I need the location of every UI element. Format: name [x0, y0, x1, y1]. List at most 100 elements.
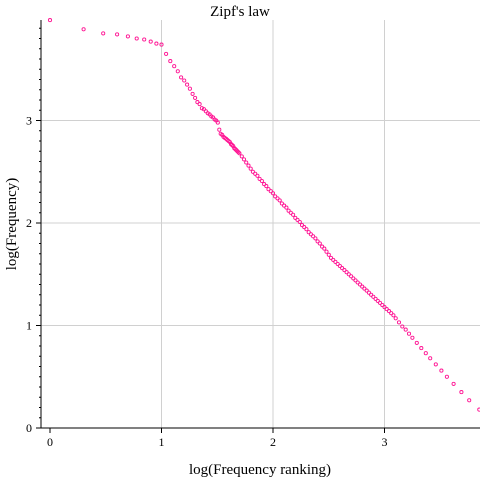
data-point [264, 184, 269, 189]
data-point [253, 171, 258, 176]
data-point [195, 100, 200, 105]
data-point [396, 320, 402, 325]
data-point [326, 252, 331, 257]
data-point [134, 36, 139, 41]
x-tick-label: 1 [159, 435, 165, 449]
chart-title: Zipf's law [210, 4, 270, 20]
data-point [277, 198, 282, 203]
x-tick-label: 0 [47, 435, 53, 449]
data-point [295, 217, 300, 222]
data-point [333, 259, 338, 264]
data-point [201, 107, 206, 112]
data-point [182, 78, 187, 83]
data-point [386, 309, 392, 314]
data-point [217, 127, 222, 132]
data-point [304, 227, 309, 232]
data-point [244, 160, 249, 165]
data-point [268, 189, 273, 194]
y-tick-label: 2 [26, 216, 32, 230]
data-point [306, 230, 311, 235]
data-point [273, 194, 278, 199]
data-point [270, 191, 276, 196]
data-point [423, 351, 428, 356]
data-point [459, 390, 464, 395]
data-point [337, 263, 342, 269]
data-point [414, 340, 419, 345]
data-point [284, 205, 289, 210]
data-point [125, 34, 130, 39]
y-axis-label: log(Frequency) [4, 178, 20, 270]
data-point [172, 64, 177, 69]
data-point [428, 356, 433, 361]
data-point [366, 290, 371, 295]
data-point [275, 196, 280, 201]
y-tick-label: 1 [26, 319, 32, 333]
data-point [373, 296, 378, 301]
data-point [262, 182, 267, 187]
data-point [215, 120, 220, 125]
data-point [380, 302, 385, 308]
data-point [377, 300, 383, 305]
data-point [400, 324, 405, 329]
data-point [389, 311, 394, 316]
x-tick-label: 2 [270, 435, 276, 449]
axes [40, 20, 480, 429]
data-point [154, 41, 159, 46]
data-point [299, 223, 305, 228]
data-point [297, 219, 302, 225]
data-point [286, 208, 291, 213]
data-point [355, 280, 360, 285]
data-point [237, 151, 242, 156]
data-point [410, 335, 415, 340]
x-axis-label: log(Frequency ranking) [189, 462, 331, 478]
data-point [250, 169, 255, 174]
data-point [382, 305, 387, 310]
data-point [293, 215, 298, 220]
data-point [193, 95, 198, 100]
data-point [384, 307, 389, 312]
data-point [101, 31, 106, 36]
data-point [179, 75, 184, 80]
data-point [115, 32, 120, 37]
data-point [331, 257, 336, 262]
data-point [197, 102, 202, 107]
data-point [315, 239, 320, 244]
data-point [320, 244, 325, 249]
data-point [364, 288, 369, 293]
x-tick-label: 3 [382, 435, 388, 449]
data-point [241, 157, 247, 162]
data-point [185, 82, 190, 87]
data-point [246, 163, 251, 168]
data-point [168, 59, 173, 64]
data-point [187, 86, 192, 91]
data-point [375, 298, 380, 303]
data-point [340, 266, 345, 271]
data-point [324, 249, 329, 254]
ticks: 0 1 2 3 0 1 2 3 [26, 27, 388, 449]
data-point [344, 270, 349, 275]
data-point [406, 331, 412, 336]
data-point [164, 51, 169, 56]
grid [41, 20, 480, 428]
data-point [190, 91, 195, 96]
data-point [233, 147, 238, 152]
data-point [257, 176, 262, 181]
data-point [308, 232, 313, 237]
data-point [403, 327, 408, 332]
data-point [346, 272, 351, 277]
data-point [81, 27, 86, 32]
data-point [362, 286, 367, 291]
data-point [302, 225, 307, 230]
data-point [313, 236, 318, 241]
data-point [199, 106, 204, 111]
data-point [317, 241, 322, 246]
data-points [47, 18, 480, 412]
data-point [248, 166, 253, 171]
y-tick-label: 3 [26, 114, 32, 128]
data-point [239, 154, 244, 159]
data-point [393, 316, 398, 321]
data-point [369, 292, 374, 297]
data-point [255, 173, 260, 178]
data-point [236, 150, 241, 155]
